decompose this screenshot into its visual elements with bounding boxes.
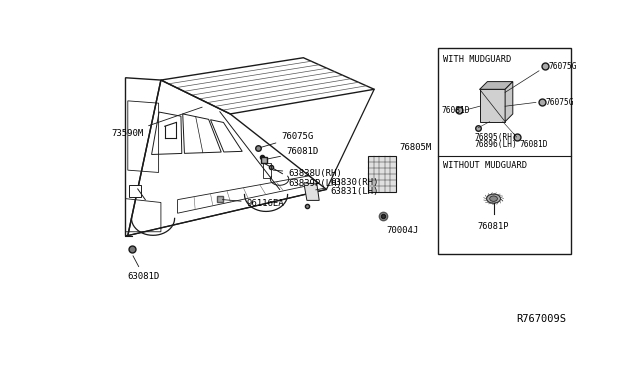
Text: 76081D: 76081D [267,147,318,159]
Polygon shape [304,183,319,201]
Text: 63831(LH): 63831(LH) [330,187,378,196]
Text: WITH MUDGUARD: WITH MUDGUARD [443,55,511,64]
Text: 76081D: 76081D [520,140,548,149]
Text: 76896(LH): 76896(LH) [474,140,517,149]
Text: WITHOUT MUDGUARD: WITHOUT MUDGUARD [443,161,527,170]
Text: 63839P(LH): 63839P(LH) [288,179,342,187]
Text: 76081D: 76081D [441,106,470,115]
Text: 73590M: 73590M [111,107,202,138]
Text: 76805M: 76805M [399,143,432,152]
Text: 76075G: 76075G [261,132,314,147]
Text: R767009S: R767009S [516,314,566,324]
Polygon shape [480,89,505,122]
Polygon shape [480,81,513,89]
Text: 63838U(RH): 63838U(RH) [273,169,342,178]
Text: 76075G: 76075G [545,98,573,107]
Ellipse shape [490,196,497,201]
Text: 76075G: 76075G [548,62,577,71]
Polygon shape [505,81,513,122]
Text: 63081D: 63081D [128,256,160,281]
Bar [368,155,396,192]
Text: 76081P: 76081P [478,222,509,231]
Text: 70004J: 70004J [387,225,419,235]
Text: 63830(RH): 63830(RH) [316,178,378,190]
Ellipse shape [486,194,500,203]
Text: 76895(RH): 76895(RH) [474,132,517,141]
Text: 96116EA: 96116EA [223,199,284,208]
